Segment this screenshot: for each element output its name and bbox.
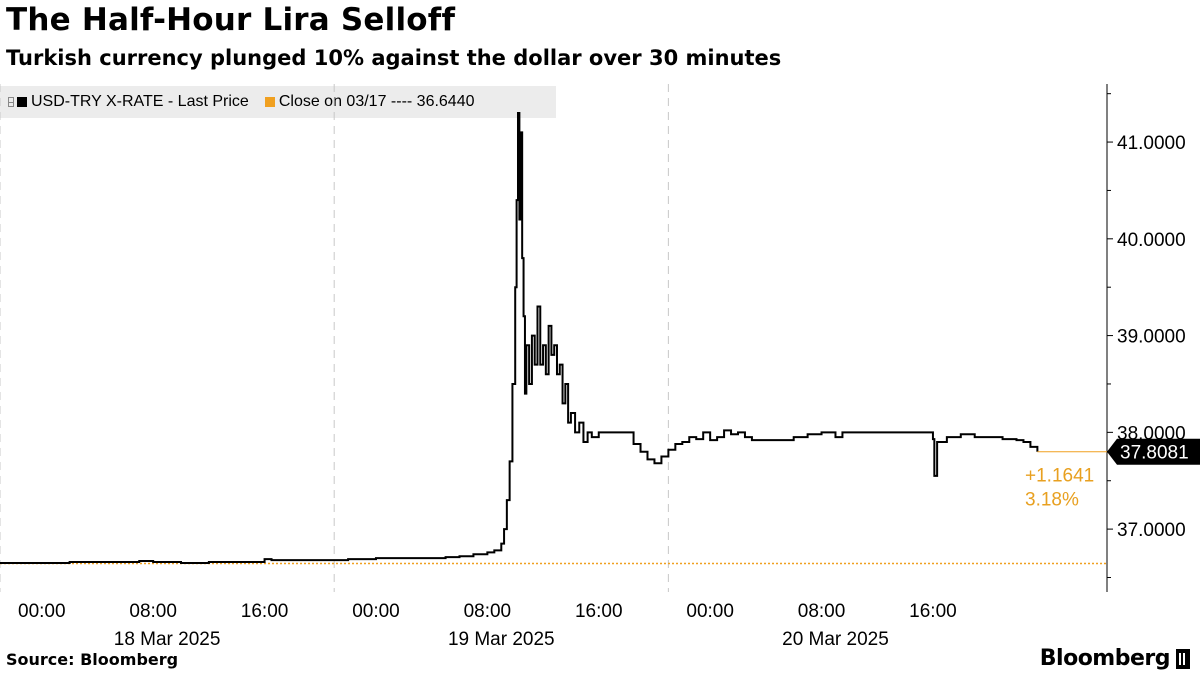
bloomberg-logo: Bloomberg bbox=[1040, 646, 1190, 671]
change-pct-label: 3.18% bbox=[1025, 490, 1079, 511]
x-day-label-1: 19 Mar 2025 bbox=[448, 629, 555, 650]
y-tick-label-0: 37.0000 bbox=[1117, 520, 1186, 541]
legend-swatch-close bbox=[264, 97, 275, 107]
legend-item-close[interactable]: Close on 03/17 ---- 36.6440 bbox=[264, 93, 475, 111]
legend-label-close: Close on 03/17 ---- 36.6440 bbox=[278, 93, 475, 110]
x-tick-label-2: 16:00 bbox=[241, 601, 289, 622]
x-tick-label-3: 00:00 bbox=[352, 601, 400, 622]
x-tick-label-6: 00:00 bbox=[686, 601, 734, 622]
chart-subtitle: Turkish currency plunged 10% against the… bbox=[6, 46, 782, 70]
y-tick-label-3: 40.0000 bbox=[1117, 230, 1186, 251]
legend-item-price[interactable]: USD-TRY X-RATE - Last Price bbox=[17, 93, 249, 111]
y-tick-label-2: 39.0000 bbox=[1117, 327, 1186, 348]
x-tick-label-8: 16:00 bbox=[909, 601, 957, 622]
series-line-0 bbox=[0, 112, 1039, 564]
chart-legend: USD-TRY X-RATE - Last Price Close on 03/… bbox=[0, 86, 556, 118]
x-tick-label-0: 00:00 bbox=[18, 601, 66, 622]
brand-name: Bloomberg bbox=[1039, 646, 1171, 671]
y-tick-label-4: 41.0000 bbox=[1117, 133, 1186, 154]
legend-swatch-price bbox=[17, 97, 27, 107]
x-tick-label-7: 08:00 bbox=[798, 601, 846, 622]
last-value-tag bbox=[1107, 438, 1200, 465]
chart-title: The Half-Hour Lira Selloff bbox=[6, 2, 456, 38]
x-day-label-2: 20 Mar 2025 bbox=[782, 629, 889, 650]
source-note: Source: Bloomberg bbox=[6, 650, 179, 669]
legend-label-price: USD-TRY X-RATE - Last Price bbox=[31, 93, 249, 110]
legend-handle-icon[interactable] bbox=[8, 97, 14, 107]
x-tick-label-4: 08:00 bbox=[464, 601, 512, 622]
last-value-label: 37.8081 bbox=[1120, 443, 1189, 464]
change-abs-label: +1.1641 bbox=[1025, 466, 1094, 487]
x-tick-label-1: 08:00 bbox=[129, 601, 177, 622]
bloomberg-terminal-icon bbox=[1176, 648, 1190, 669]
x-tick-label-5: 16:00 bbox=[575, 601, 623, 622]
x-day-label-0: 18 Mar 2025 bbox=[114, 629, 221, 650]
